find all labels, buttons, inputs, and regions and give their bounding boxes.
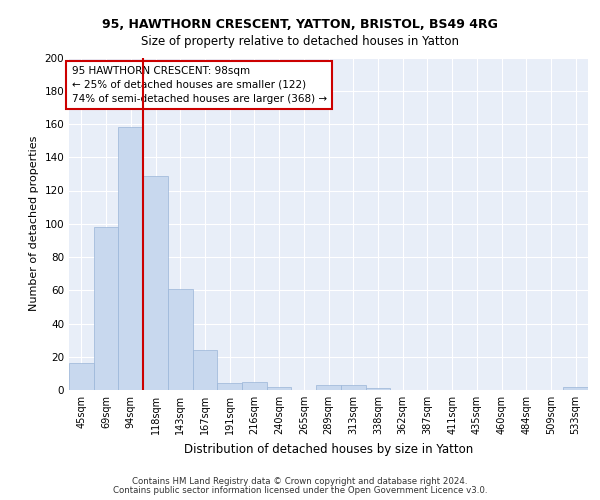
Bar — [242, 382, 267, 390]
Bar — [563, 386, 588, 390]
Text: Contains public sector information licensed under the Open Government Licence v3: Contains public sector information licen… — [113, 486, 487, 495]
Bar — [168, 288, 193, 390]
Text: Size of property relative to detached houses in Yatton: Size of property relative to detached ho… — [141, 35, 459, 48]
Bar — [365, 388, 390, 390]
Bar — [193, 350, 217, 390]
Bar — [341, 385, 365, 390]
Bar — [69, 364, 94, 390]
Bar — [94, 227, 118, 390]
Text: 95, HAWTHORN CRESCENT, YATTON, BRISTOL, BS49 4RG: 95, HAWTHORN CRESCENT, YATTON, BRISTOL, … — [102, 18, 498, 30]
X-axis label: Distribution of detached houses by size in Yatton: Distribution of detached houses by size … — [184, 442, 473, 456]
Text: 95 HAWTHORN CRESCENT: 98sqm
← 25% of detached houses are smaller (122)
74% of se: 95 HAWTHORN CRESCENT: 98sqm ← 25% of det… — [71, 66, 327, 104]
Bar — [217, 384, 242, 390]
Y-axis label: Number of detached properties: Number of detached properties — [29, 136, 39, 312]
Text: Contains HM Land Registry data © Crown copyright and database right 2024.: Contains HM Land Registry data © Crown c… — [132, 477, 468, 486]
Bar — [118, 128, 143, 390]
Bar — [143, 176, 168, 390]
Bar — [267, 386, 292, 390]
Bar — [316, 385, 341, 390]
